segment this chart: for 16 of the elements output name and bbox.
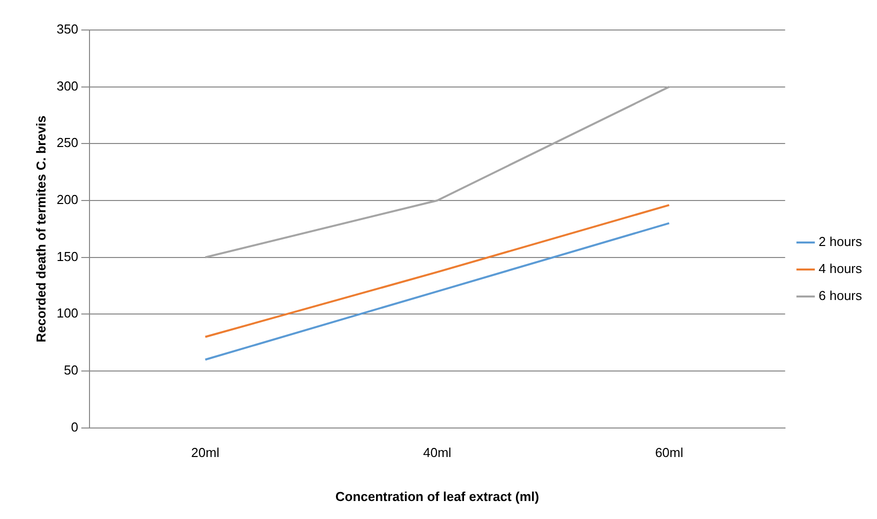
- x-tick-label: 40ml: [423, 445, 452, 460]
- legend-label: 2 hours: [818, 234, 862, 250]
- y-axis-title: Recorded death of termites C. brevis: [33, 115, 48, 342]
- y-tick-label: 150: [56, 248, 78, 264]
- y-tick-label: 300: [56, 78, 78, 94]
- x-tick-label: 20ml: [191, 445, 220, 460]
- y-tick-label: 50: [64, 362, 78, 378]
- x-axis-title: Concentration of leaf extract (ml): [335, 488, 540, 504]
- y-tick-label: 350: [56, 22, 78, 37]
- y-tick-label: 250: [56, 135, 78, 150]
- x-tick-label: 60ml: [655, 445, 684, 460]
- y-tick-label: 0: [71, 419, 78, 434]
- y-tick-label: 200: [56, 192, 78, 208]
- y-tick-label: 100: [56, 306, 78, 321]
- legend-label: 6 hours: [818, 288, 862, 304]
- legend-label: 4 hours: [818, 261, 862, 276]
